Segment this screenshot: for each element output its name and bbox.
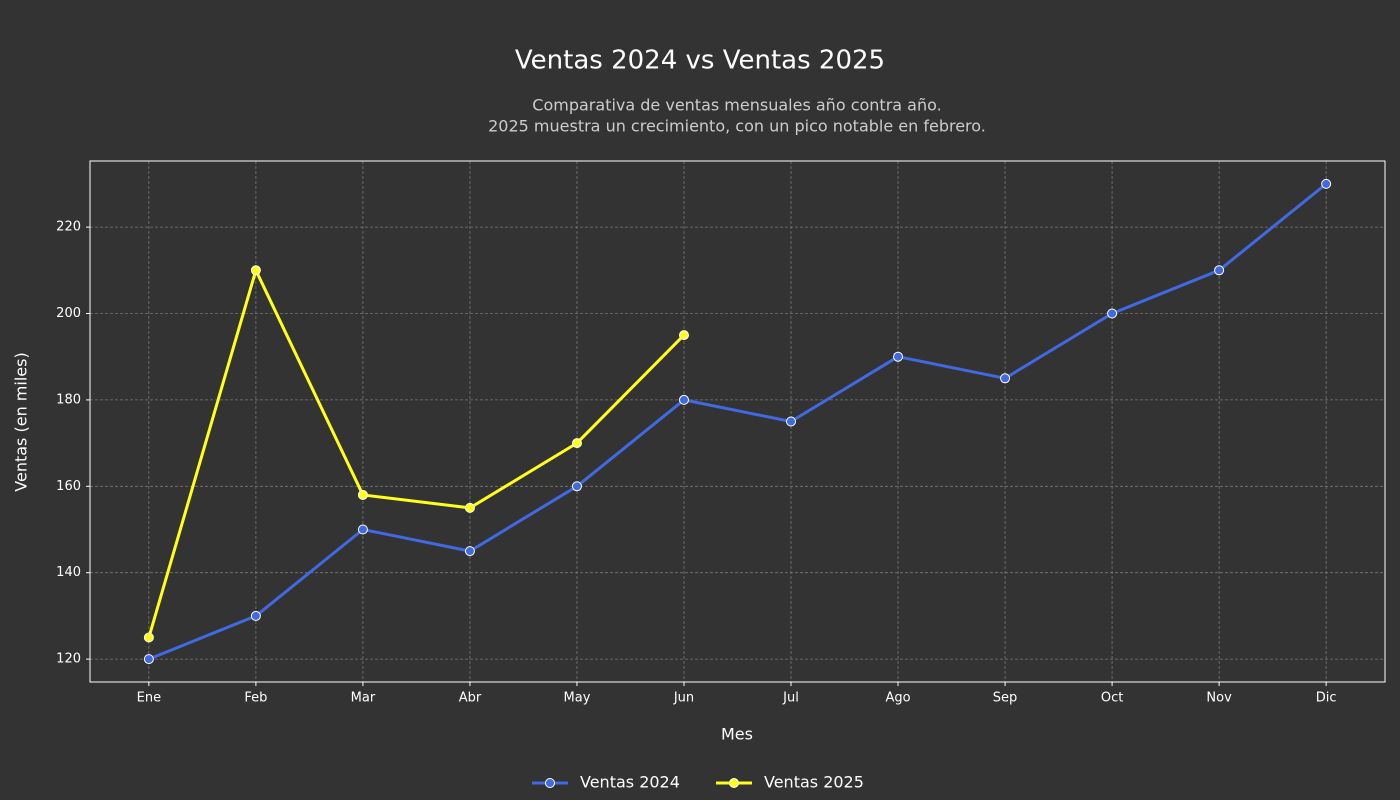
x-tick-label: Ago	[885, 691, 910, 706]
series-line	[147, 268, 686, 638]
data-point	[1107, 308, 1118, 319]
x-tick-label: Dic	[1316, 691, 1337, 706]
data-point	[143, 632, 154, 643]
y-tick-label: 200	[56, 306, 81, 321]
data-point	[464, 502, 475, 513]
data-point	[678, 394, 689, 405]
legend-label: Ventas 2024	[580, 773, 680, 792]
data-point	[1214, 265, 1225, 276]
legend-label: Ventas 2025	[764, 773, 864, 792]
x-tick-label: Ene	[137, 691, 161, 706]
data-point	[357, 524, 368, 535]
y-tick-label: 140	[56, 565, 81, 580]
chart-title: Ventas 2024 vs Ventas 2025	[515, 46, 885, 76]
data-point	[571, 481, 582, 492]
data-point	[571, 438, 582, 449]
data-point	[143, 654, 154, 665]
x-axis-label: Mes	[721, 725, 753, 744]
data-point	[678, 330, 689, 341]
data-point	[1000, 373, 1011, 384]
y-tick-label: 220	[56, 220, 81, 235]
x-tick-label: Oct	[1101, 691, 1123, 706]
data-point	[357, 489, 368, 500]
x-tick-label: Abr	[459, 691, 482, 706]
y-tick-label: 160	[56, 479, 81, 494]
data-point	[250, 610, 261, 621]
x-tick-label: May	[564, 691, 591, 706]
plot-frame	[89, 160, 1386, 683]
data-point	[1321, 178, 1332, 189]
chart-subtitle: 2025 muestra un crecimiento, con un pico…	[488, 117, 986, 136]
x-tick-label: Jun	[673, 691, 694, 706]
legend-marker	[545, 778, 555, 788]
legend-marker	[729, 778, 739, 788]
y-tick-label: 120	[56, 652, 81, 667]
x-tick-label: Sep	[993, 691, 1018, 706]
data-point	[786, 416, 797, 427]
x-tick-label: Mar	[351, 691, 376, 706]
y-tick-label: 180	[56, 392, 81, 407]
chart-subtitle: Comparativa de ventas mensuales año cont…	[532, 96, 941, 115]
x-tick-label: Feb	[244, 691, 267, 706]
x-tick-label: Jul	[782, 691, 799, 706]
y-axis-label: Ventas (en miles)	[12, 352, 31, 491]
x-tick-label: Nov	[1206, 691, 1232, 706]
data-point	[250, 265, 261, 276]
data-point	[464, 546, 475, 557]
data-point	[893, 351, 904, 362]
series-line	[148, 182, 1328, 661]
